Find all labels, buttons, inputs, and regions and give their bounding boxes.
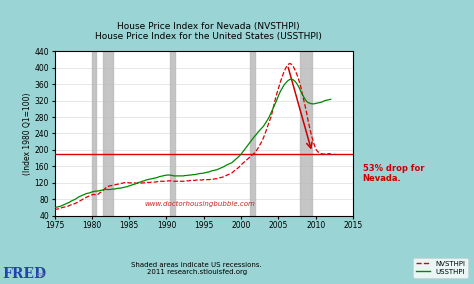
Text: Shaded areas indicate US recessions.
2011 research.stlouisfed.org: Shaded areas indicate US recessions. 201… (131, 262, 262, 275)
Text: FRED: FRED (2, 267, 46, 281)
Bar (170, 51, 175, 216)
Text: www.doctorhousingbubble.com: www.doctorhousingbubble.com (145, 201, 255, 207)
Bar (92, 51, 96, 216)
Bar (103, 51, 113, 216)
Bar (300, 51, 312, 216)
Bar (250, 51, 255, 216)
Legend: NVSTHPI, USSTHPI: NVSTHPI, USSTHPI (413, 258, 468, 278)
Text: ≈: ≈ (36, 270, 45, 280)
Y-axis label: (Index 1980 Q1=100): (Index 1980 Q1=100) (23, 92, 32, 175)
Text: 53% drop for
Nevada.: 53% drop for Nevada. (363, 164, 424, 183)
Text: House Price Index for Nevada (NVSTHPI)
House Price Index for the United States (: House Price Index for Nevada (NVSTHPI) H… (95, 22, 322, 41)
